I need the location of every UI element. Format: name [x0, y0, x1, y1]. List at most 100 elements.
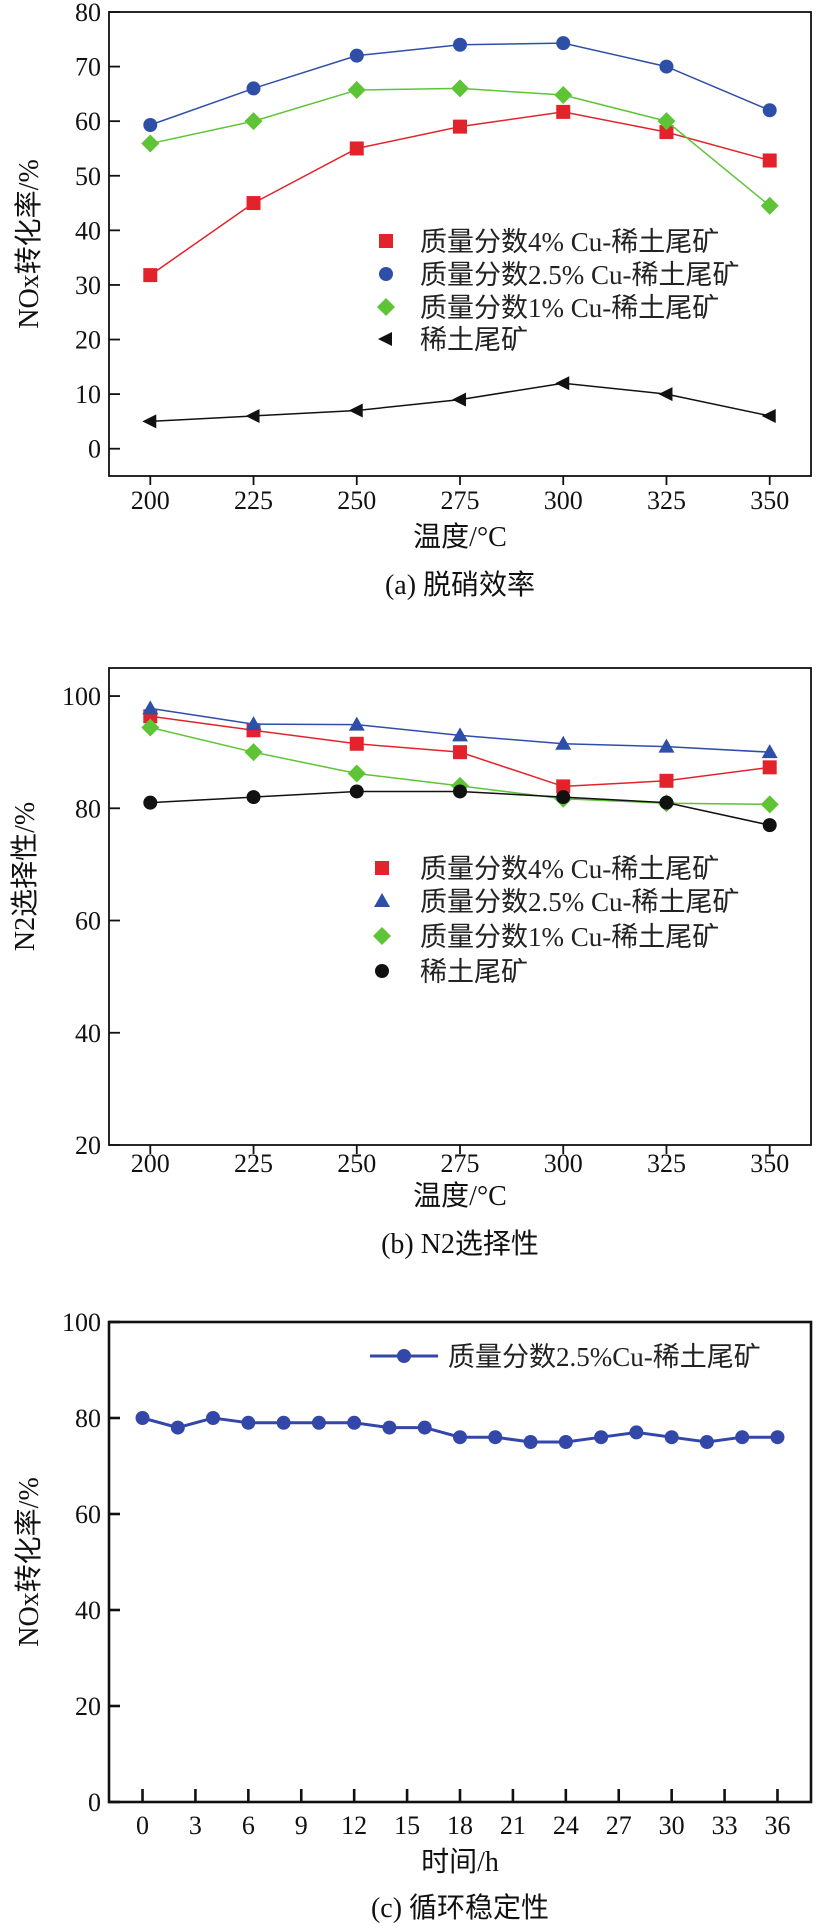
marker-square: [453, 745, 467, 760]
marker-circle: [558, 1435, 573, 1449]
marker-triangle: [555, 376, 570, 391]
marker-circle: [347, 1415, 362, 1430]
marker-triangle: [761, 744, 778, 759]
x-tick-label: 9: [295, 1811, 308, 1840]
marker-diamond: [451, 79, 469, 98]
x-tick-label: 15: [394, 1811, 420, 1840]
marker-diamond: [347, 764, 366, 783]
x-axis-label: 温度/°C: [413, 1180, 507, 1212]
y-tick-label: 50: [75, 162, 101, 191]
plot-frame: [107, 1320, 813, 1804]
marker-triangle: [348, 716, 365, 731]
marker-circle: [349, 784, 364, 799]
y-axis-label: NOx转化率/%: [13, 1477, 45, 1647]
x-tick-label: 350: [750, 486, 789, 515]
x-tick-label: 3: [189, 1811, 202, 1840]
legend-item: 质量分数2.5%Cu-稀土尾矿: [370, 1342, 761, 1372]
marker-circle: [143, 117, 158, 132]
y-tick-label: 80: [75, 794, 101, 823]
x-tick-label: 27: [606, 1811, 632, 1840]
y-tick-label: 10: [75, 380, 101, 409]
marker-square: [453, 119, 467, 134]
chart-b: 20 40 60 80 100 200 225 250 275 300 325 350 温度/°C (b)…: [9, 667, 812, 1260]
y-tick-label: 60: [75, 907, 101, 936]
marker-circle: [170, 1420, 185, 1435]
marker-circle: [488, 1430, 503, 1445]
marker-triangle: [452, 392, 466, 407]
marker-circle: [735, 1430, 750, 1445]
marker-triangle: [374, 893, 390, 907]
marker-triangle: [658, 738, 675, 753]
y-tick-label: 100: [62, 1308, 101, 1337]
y-tick-label: 20: [75, 1692, 101, 1721]
legend-item: 稀土尾矿: [378, 325, 528, 355]
marker-circle: [762, 103, 777, 118]
marker-circle: [453, 37, 467, 52]
x-tick-label: 36: [764, 1811, 790, 1840]
marker-square: [349, 736, 364, 751]
chart-a: 0 10 20 30 40 50 60 70 80 200 225 250 275 300 325 350 温度…: [13, 0, 812, 601]
marker-triangle: [142, 414, 157, 429]
legend-label: 质量分数2.5%Cu-稀土尾矿: [448, 1342, 761, 1372]
x-tick-label: 350: [750, 1149, 789, 1178]
marker-circle: [664, 1430, 679, 1445]
series-3: [142, 376, 776, 429]
series-1: [142, 700, 778, 759]
marker-circle: [556, 36, 571, 51]
marker-square: [375, 861, 389, 875]
series-1: [143, 36, 777, 132]
marker-circle: [453, 784, 467, 799]
marker-circle: [762, 818, 777, 833]
y-tick-label: 80: [75, 0, 101, 27]
marker-circle: [311, 1415, 326, 1430]
marker-circle: [246, 81, 261, 96]
series-0: [135, 1411, 785, 1449]
x-tick-label: 0: [136, 1811, 149, 1840]
y-tick-label: 20: [75, 1131, 101, 1160]
y-tick-label: 20: [75, 326, 101, 355]
marker-circle: [276, 1415, 291, 1430]
marker-triangle: [142, 700, 159, 715]
y-tick-label: 30: [75, 271, 101, 300]
marker-triangle: [348, 403, 363, 418]
legend-item: 质量分数4% Cu-稀土尾矿: [375, 854, 719, 884]
marker-triangle: [555, 735, 572, 750]
figure-caption: (c) 循环稳定性: [371, 1892, 549, 1924]
marker-diamond: [377, 298, 395, 316]
marker-square: [246, 196, 261, 211]
y-tick-label: 40: [75, 216, 101, 245]
x-axis-label: 温度/°C: [413, 521, 507, 553]
marker-diamond: [347, 81, 366, 100]
y-axis-label: NOx转化率/%: [13, 159, 45, 329]
marker-square: [762, 760, 777, 775]
marker-square: [659, 773, 674, 788]
marker-circle: [375, 964, 389, 978]
marker-square: [659, 125, 674, 140]
marker-circle: [246, 790, 261, 805]
legend-label: 质量分数2.5% Cu-稀土尾矿: [420, 887, 740, 917]
legend-item: 质量分数1% Cu-稀土尾矿: [373, 922, 719, 952]
x-tick-label: 200: [131, 486, 170, 515]
marker-diamond: [244, 112, 263, 131]
marker-circle: [382, 1420, 397, 1435]
x-tick-label: 275: [441, 1149, 480, 1178]
x-tick-label: 300: [544, 1149, 583, 1178]
x-tick-label: 21: [500, 1811, 526, 1840]
marker-square: [762, 153, 777, 168]
x-tick-label: 6: [242, 1811, 255, 1840]
marker-square: [556, 104, 571, 119]
y-tick-label: 0: [88, 1788, 101, 1817]
y-tick-label: 0: [88, 435, 101, 464]
x-tick-label: 30: [659, 1811, 685, 1840]
marker-diamond: [760, 196, 779, 215]
y-tick-label: 40: [75, 1019, 101, 1048]
marker-square: [349, 141, 364, 156]
legend-item: 质量分数2.5% Cu-稀土尾矿: [379, 260, 740, 290]
marker-diamond: [141, 718, 160, 737]
x-tick-label: 18: [447, 1811, 473, 1840]
figure-caption: (a) 脱硝效率: [385, 569, 535, 601]
x-tick-label: 12: [341, 1811, 367, 1840]
y-tick-label: 40: [75, 1596, 101, 1625]
marker-triangle: [452, 727, 468, 742]
